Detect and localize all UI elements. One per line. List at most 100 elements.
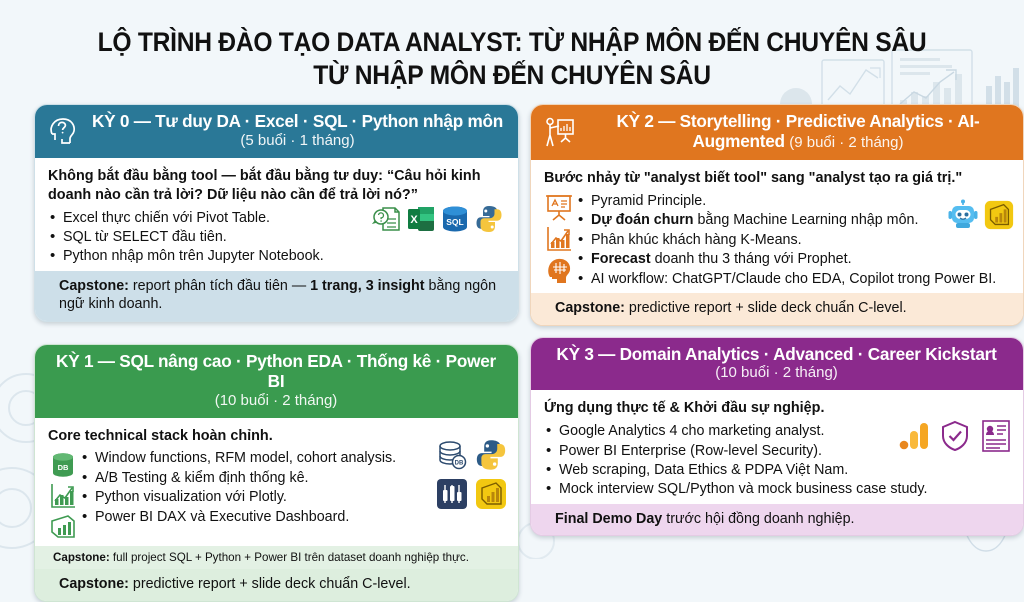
list-item: Power BI DAX và Executive Dashboard.	[80, 507, 506, 528]
card-ky-0-capstone: Capstone: report phân tích đầu tiên — 1 …	[35, 270, 518, 321]
capstone-label: Capstone:	[59, 576, 129, 593]
card-ky-1-header-text: KỲ 1 — SQL nâng cao · Python EDA · Thống…	[46, 350, 506, 410]
card-ky-3-right-icon-cluster	[897, 419, 1013, 453]
powerbi-green-icon	[48, 512, 78, 542]
python-icon	[474, 438, 508, 472]
presenter-chart-icon	[542, 115, 576, 149]
capstone-label: Capstone:	[555, 299, 625, 316]
bar-chart-green-icon	[48, 481, 78, 511]
card-ky-2-body: Bước nhảy từ "analyst biết tool" sang "a…	[531, 160, 1023, 293]
sql-database-icon: SQL	[440, 204, 470, 234]
card-ky-2[interactable]: KỲ 2 — Storytelling · Predictive Analyti…	[530, 104, 1024, 326]
list-item: Dự đoán churn bằng Machine Learning nhập…	[576, 210, 1011, 231]
list-item: Window functions, RFM model, cohort anal…	[80, 448, 506, 469]
capstone-text-b: bằng ngôn ngữ kinh doanh.	[59, 277, 497, 313]
capstone-bold: Final Demo Day	[555, 510, 663, 527]
brain-head-icon	[544, 255, 574, 285]
capstone-text-a: report phân tích đầu tiên —	[128, 277, 311, 294]
card-ky-2-subtitle: (9 buổi · 2 tháng)	[789, 134, 904, 152]
capstone-text: predictive report + slide deck chuẩn C-l…	[624, 299, 907, 316]
capstone-bold: 1 trang, 3 insight	[310, 277, 425, 294]
page-title: LỘ TRÌNH ĐÀO TẠO DATA ANALYST: TỪ NHẬP M…	[0, 0, 1024, 92]
card-ky-3-body: Ứng dụng thực tế & Khởi đầu sự nghiệp. G…	[531, 390, 1023, 504]
capstone-text: full project SQL + Python + Power BI trê…	[109, 551, 469, 565]
capstone-text: predictive report + slide deck chuẩn C-l…	[128, 576, 411, 593]
card-ky-2-right-icon-cluster	[947, 199, 1015, 231]
shield-check-icon	[938, 419, 972, 453]
list-item: Pyramid Principle.	[576, 191, 1011, 212]
card-ky-1-capstone-small: Capstone: full project SQL + Python + Po…	[35, 546, 518, 570]
card-ky-1-capstone: Capstone: predictive report + slide deck…	[35, 569, 518, 602]
list-item: SQL từ SELECT đầu tiên.	[48, 227, 506, 248]
card-ky-1-subtitle: (10 buổi · 2 tháng)	[214, 391, 338, 409]
card-ky-1-left-icon-column: DB	[48, 450, 78, 542]
card-ky-2-capstone: Capstone: predictive report + slide deck…	[531, 292, 1023, 325]
list-item: AI workflow: ChatGPT/Claude cho EDA, Cop…	[576, 269, 1011, 290]
card-ky-0-lead: Không bắt đầu bằng tool — bắt đầu bằng t…	[48, 168, 481, 203]
card-ky-3-title: KỲ 3 — Domain Analytics · Advanced · Car…	[556, 343, 997, 364]
card-ky-2-header-text: KỲ 2 — Storytelling · Predictive Analyti…	[585, 112, 1011, 152]
capstone-text: trước hội đồng doanh nghiệp.	[662, 510, 855, 527]
card-ky-0-subtitle: (5 buổi · 1 tháng)	[240, 132, 355, 150]
database-stack-icon: DB	[435, 438, 469, 472]
list-item: Mock interview SQL/Python và mock busine…	[544, 479, 1011, 500]
card-ky-0-body: Không bắt đầu bằng tool — bắt đầu bằng t…	[35, 158, 518, 271]
card-ky-3[interactable]: KỲ 3 — Domain Analytics · Advanced · Car…	[530, 336, 1024, 537]
list-item: Python nhập môn trên Jupyter Notebook.	[48, 246, 506, 267]
card-ky-1-header: KỲ 1 — SQL nâng cao · Python EDA · Thống…	[35, 344, 518, 418]
card-ky-2-header: KỲ 2 — Storytelling · Predictive Analyti…	[531, 105, 1023, 161]
python-icon	[474, 204, 504, 234]
whiteboard-icon	[544, 193, 574, 223]
db-green-icon: DB	[48, 450, 78, 480]
list-item: Python visualization với Plotly.	[80, 487, 506, 508]
roadmap-board: KỲ 0 — Tư duy DA · Excel · SQL · Python …	[0, 104, 1024, 602]
card-ky-2-lead: Bước nhảy từ "analyst biết tool" sang "a…	[544, 170, 963, 187]
list-item: Forecast doanh thu 3 tháng với Prophet.	[576, 249, 1011, 270]
card-ky-3-subtitle: (10 buổi · 2 tháng)	[715, 364, 838, 382]
list-item: Google Analytics 4 cho marketing analyst…	[544, 421, 1011, 442]
svg-text:SQL: SQL	[446, 217, 463, 227]
robot-icon	[947, 199, 979, 231]
google-analytics-icon	[897, 419, 931, 453]
growth-chart-icon	[544, 224, 574, 254]
list-item-text: bằng Machine Learning nhập môn.	[693, 212, 919, 229]
list-item: A/B Testing & kiểm định thống kê.	[80, 468, 506, 489]
card-ky-0-header-text: KỲ 0 — Tư duy DA · Excel · SQL · Python …	[89, 112, 506, 150]
card-ky-0-icon-cluster: X SQL	[372, 204, 504, 234]
svg-text:DB: DB	[455, 460, 464, 466]
card-ky-2-left-icon-column	[544, 193, 574, 285]
list-item: Power BI Enterprise (Row-level Security)…	[544, 440, 1011, 461]
card-ky-0-item-list: Excel thực chiến với Pivot Table. SQL từ…	[48, 207, 506, 267]
card-ky-1[interactable]: KỲ 1 — SQL nâng cao · Python EDA · Thống…	[34, 343, 519, 602]
list-item: Web scraping, Data Ethics & PDPA Việt Na…	[544, 460, 1011, 481]
powerbi-icon	[983, 199, 1015, 231]
page-title-line-2: TỪ NHẬP MÔN ĐẾN CHUYÊN SÂU	[313, 60, 711, 91]
card-ky-1-title: KỲ 1 — SQL nâng cao · Python EDA · Thống…	[56, 350, 496, 391]
svg-text:DB: DB	[58, 463, 69, 472]
card-ky-0[interactable]: KỲ 0 — Tư duy DA · Excel · SQL · Python …	[34, 104, 519, 322]
analytics-bars-icon	[435, 477, 469, 511]
card-ky-0-title: KỲ 0 — Tư duy DA · Excel · SQL · Python …	[91, 111, 504, 132]
card-ky-3-lead: Ứng dụng thực tế & Khởi đầu sự nghiệp.	[544, 400, 825, 417]
svg-text:X: X	[410, 214, 418, 226]
list-item-bold: Forecast	[591, 251, 651, 268]
powerbi-icon	[474, 477, 508, 511]
head-question-icon	[46, 114, 80, 148]
card-ky-3-capstone: Final Demo Day trước hội đồng doanh nghi…	[531, 503, 1023, 536]
card-ky-3-header-text: KỲ 3 — Domain Analytics · Advanced · Car…	[542, 343, 1011, 383]
card-ky-1-item-list: Window functions, RFM model, cohort anal…	[80, 448, 506, 528]
resume-profile-icon	[979, 419, 1013, 453]
card-ky-2-item-list: Pyramid Principle. Dự đoán churn bằng Ma…	[576, 191, 1011, 290]
doc-question-icon	[372, 204, 402, 234]
list-item-text: doanh thu 3 tháng với Prophet.	[650, 251, 852, 268]
capstone-label: Capstone:	[59, 277, 129, 294]
page-title-line-1: LỘ TRÌNH ĐÀO TẠO DATA ANALYST: TỪ NHẬP M…	[97, 27, 927, 57]
card-ky-1-body: Core technical stack hoàn chỉnh. DB	[35, 417, 518, 547]
excel-icon: X	[406, 204, 436, 234]
card-ky-3-header: KỲ 3 — Domain Analytics · Advanced · Car…	[531, 337, 1023, 391]
card-ky-1-lead: Core technical stack hoàn chỉnh.	[48, 427, 273, 444]
card-ky-1-right-icon-grid: DB	[435, 438, 508, 511]
right-column: KỲ 2 — Storytelling · Predictive Analyti…	[530, 104, 1024, 537]
card-ky-0-header: KỲ 0 — Tư duy DA · Excel · SQL · Python …	[35, 105, 518, 159]
card-ky-3-item-list: Google Analytics 4 cho marketing analyst…	[544, 421, 1011, 500]
